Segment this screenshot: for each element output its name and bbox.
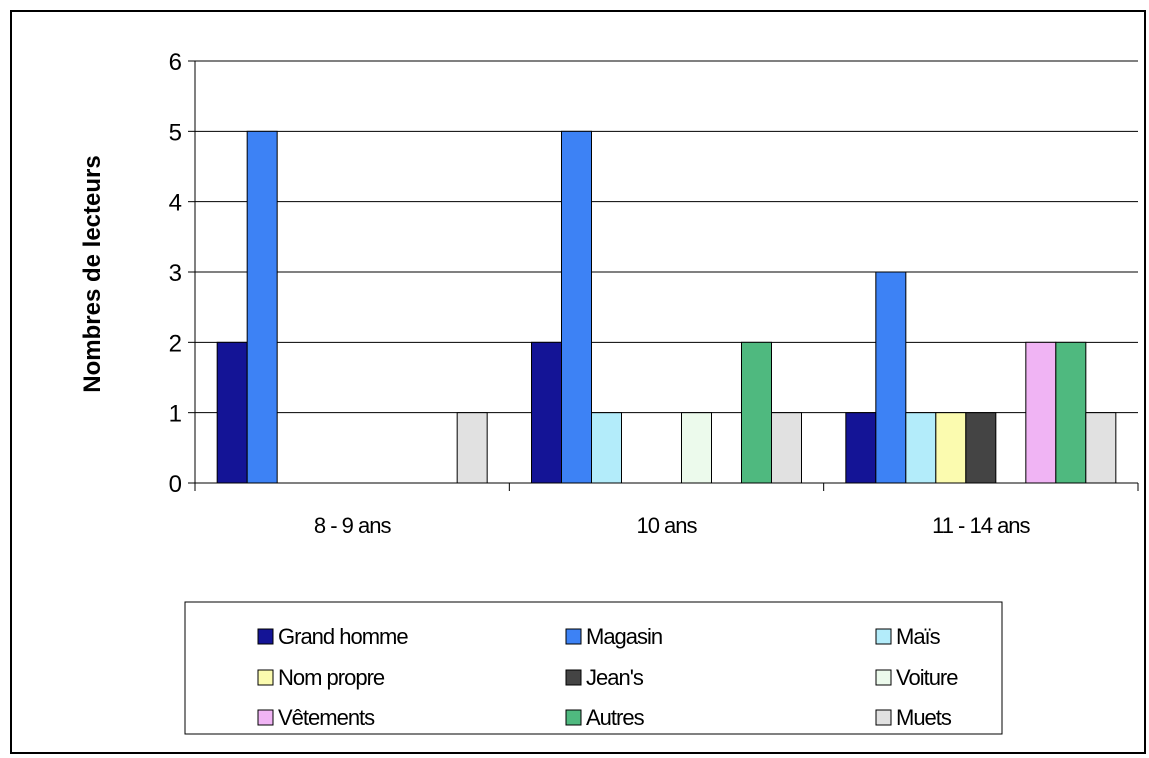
legend-swatch bbox=[565, 628, 582, 645]
bars bbox=[216, 130, 1117, 484]
bar bbox=[845, 412, 877, 484]
x-tick-label: 8 - 9 ans bbox=[314, 513, 392, 538]
bar bbox=[561, 130, 592, 484]
y-tick-label: 0 bbox=[169, 471, 182, 498]
bar bbox=[1055, 341, 1087, 484]
legend-label: Vêtements bbox=[278, 705, 375, 730]
bar bbox=[246, 130, 278, 484]
bar bbox=[935, 412, 967, 484]
bar bbox=[905, 412, 937, 484]
axes bbox=[188, 60, 1139, 491]
legend: Grand homme Magasin Maïs Nom propre Jean's Vo… bbox=[184, 601, 1003, 735]
bar bbox=[875, 271, 907, 484]
legend-label: Muets bbox=[896, 705, 952, 730]
y-tick-label: 4 bbox=[169, 190, 182, 217]
bar bbox=[965, 412, 997, 484]
bar bbox=[456, 412, 488, 484]
bar bbox=[681, 412, 712, 484]
y-tick-label: 3 bbox=[169, 260, 182, 287]
x-tick-label: 10 ans bbox=[636, 513, 697, 538]
bar bbox=[771, 412, 802, 484]
y-tick-label: 2 bbox=[169, 330, 182, 357]
bar bbox=[1085, 412, 1117, 484]
legend-label: Jean's bbox=[586, 665, 644, 690]
y-axis-label: Nombres de lecteurs bbox=[79, 155, 106, 392]
y-tick-label: 5 bbox=[169, 119, 182, 146]
bar-chart: 0 1 2 3 4 5 6 8 - 9 ans 10 ans 11 - 14 ans Nombr… bbox=[79, 49, 1139, 735]
legend-label: Grand homme bbox=[278, 624, 408, 649]
y-tick-labels: 0 1 2 3 4 5 6 bbox=[169, 49, 182, 498]
chart-frame: 0 1 2 3 4 5 6 8 - 9 ans 10 ans 11 - 14 ans Nombr… bbox=[10, 10, 1146, 754]
y-tick-label: 1 bbox=[169, 401, 182, 428]
bar bbox=[741, 341, 772, 484]
legend-swatch bbox=[875, 669, 892, 686]
legend-label: Voiture bbox=[896, 665, 958, 690]
x-tick-labels: 8 - 9 ans 10 ans 11 - 14 ans bbox=[314, 513, 1032, 538]
legend-swatch bbox=[257, 628, 274, 645]
x-tick-label: 11 - 14 ans bbox=[932, 513, 1030, 538]
bar bbox=[216, 341, 248, 484]
legend-label: Nom propre bbox=[278, 665, 385, 690]
y-tick-label: 6 bbox=[169, 49, 182, 76]
legend-label: Autres bbox=[586, 705, 645, 730]
legend-box bbox=[184, 601, 1003, 735]
legend-swatch bbox=[875, 709, 892, 726]
legend-swatch bbox=[565, 709, 582, 726]
legend-swatch bbox=[565, 669, 582, 686]
legend-label: Maïs bbox=[896, 624, 941, 649]
legend-swatch bbox=[257, 709, 274, 726]
bar bbox=[1025, 341, 1057, 484]
legend-swatch bbox=[875, 628, 892, 645]
legend-swatch bbox=[257, 669, 274, 686]
legend-label: Magasin bbox=[586, 624, 662, 649]
bar bbox=[531, 341, 562, 484]
gridlines bbox=[195, 60, 1138, 414]
bar bbox=[591, 412, 622, 484]
